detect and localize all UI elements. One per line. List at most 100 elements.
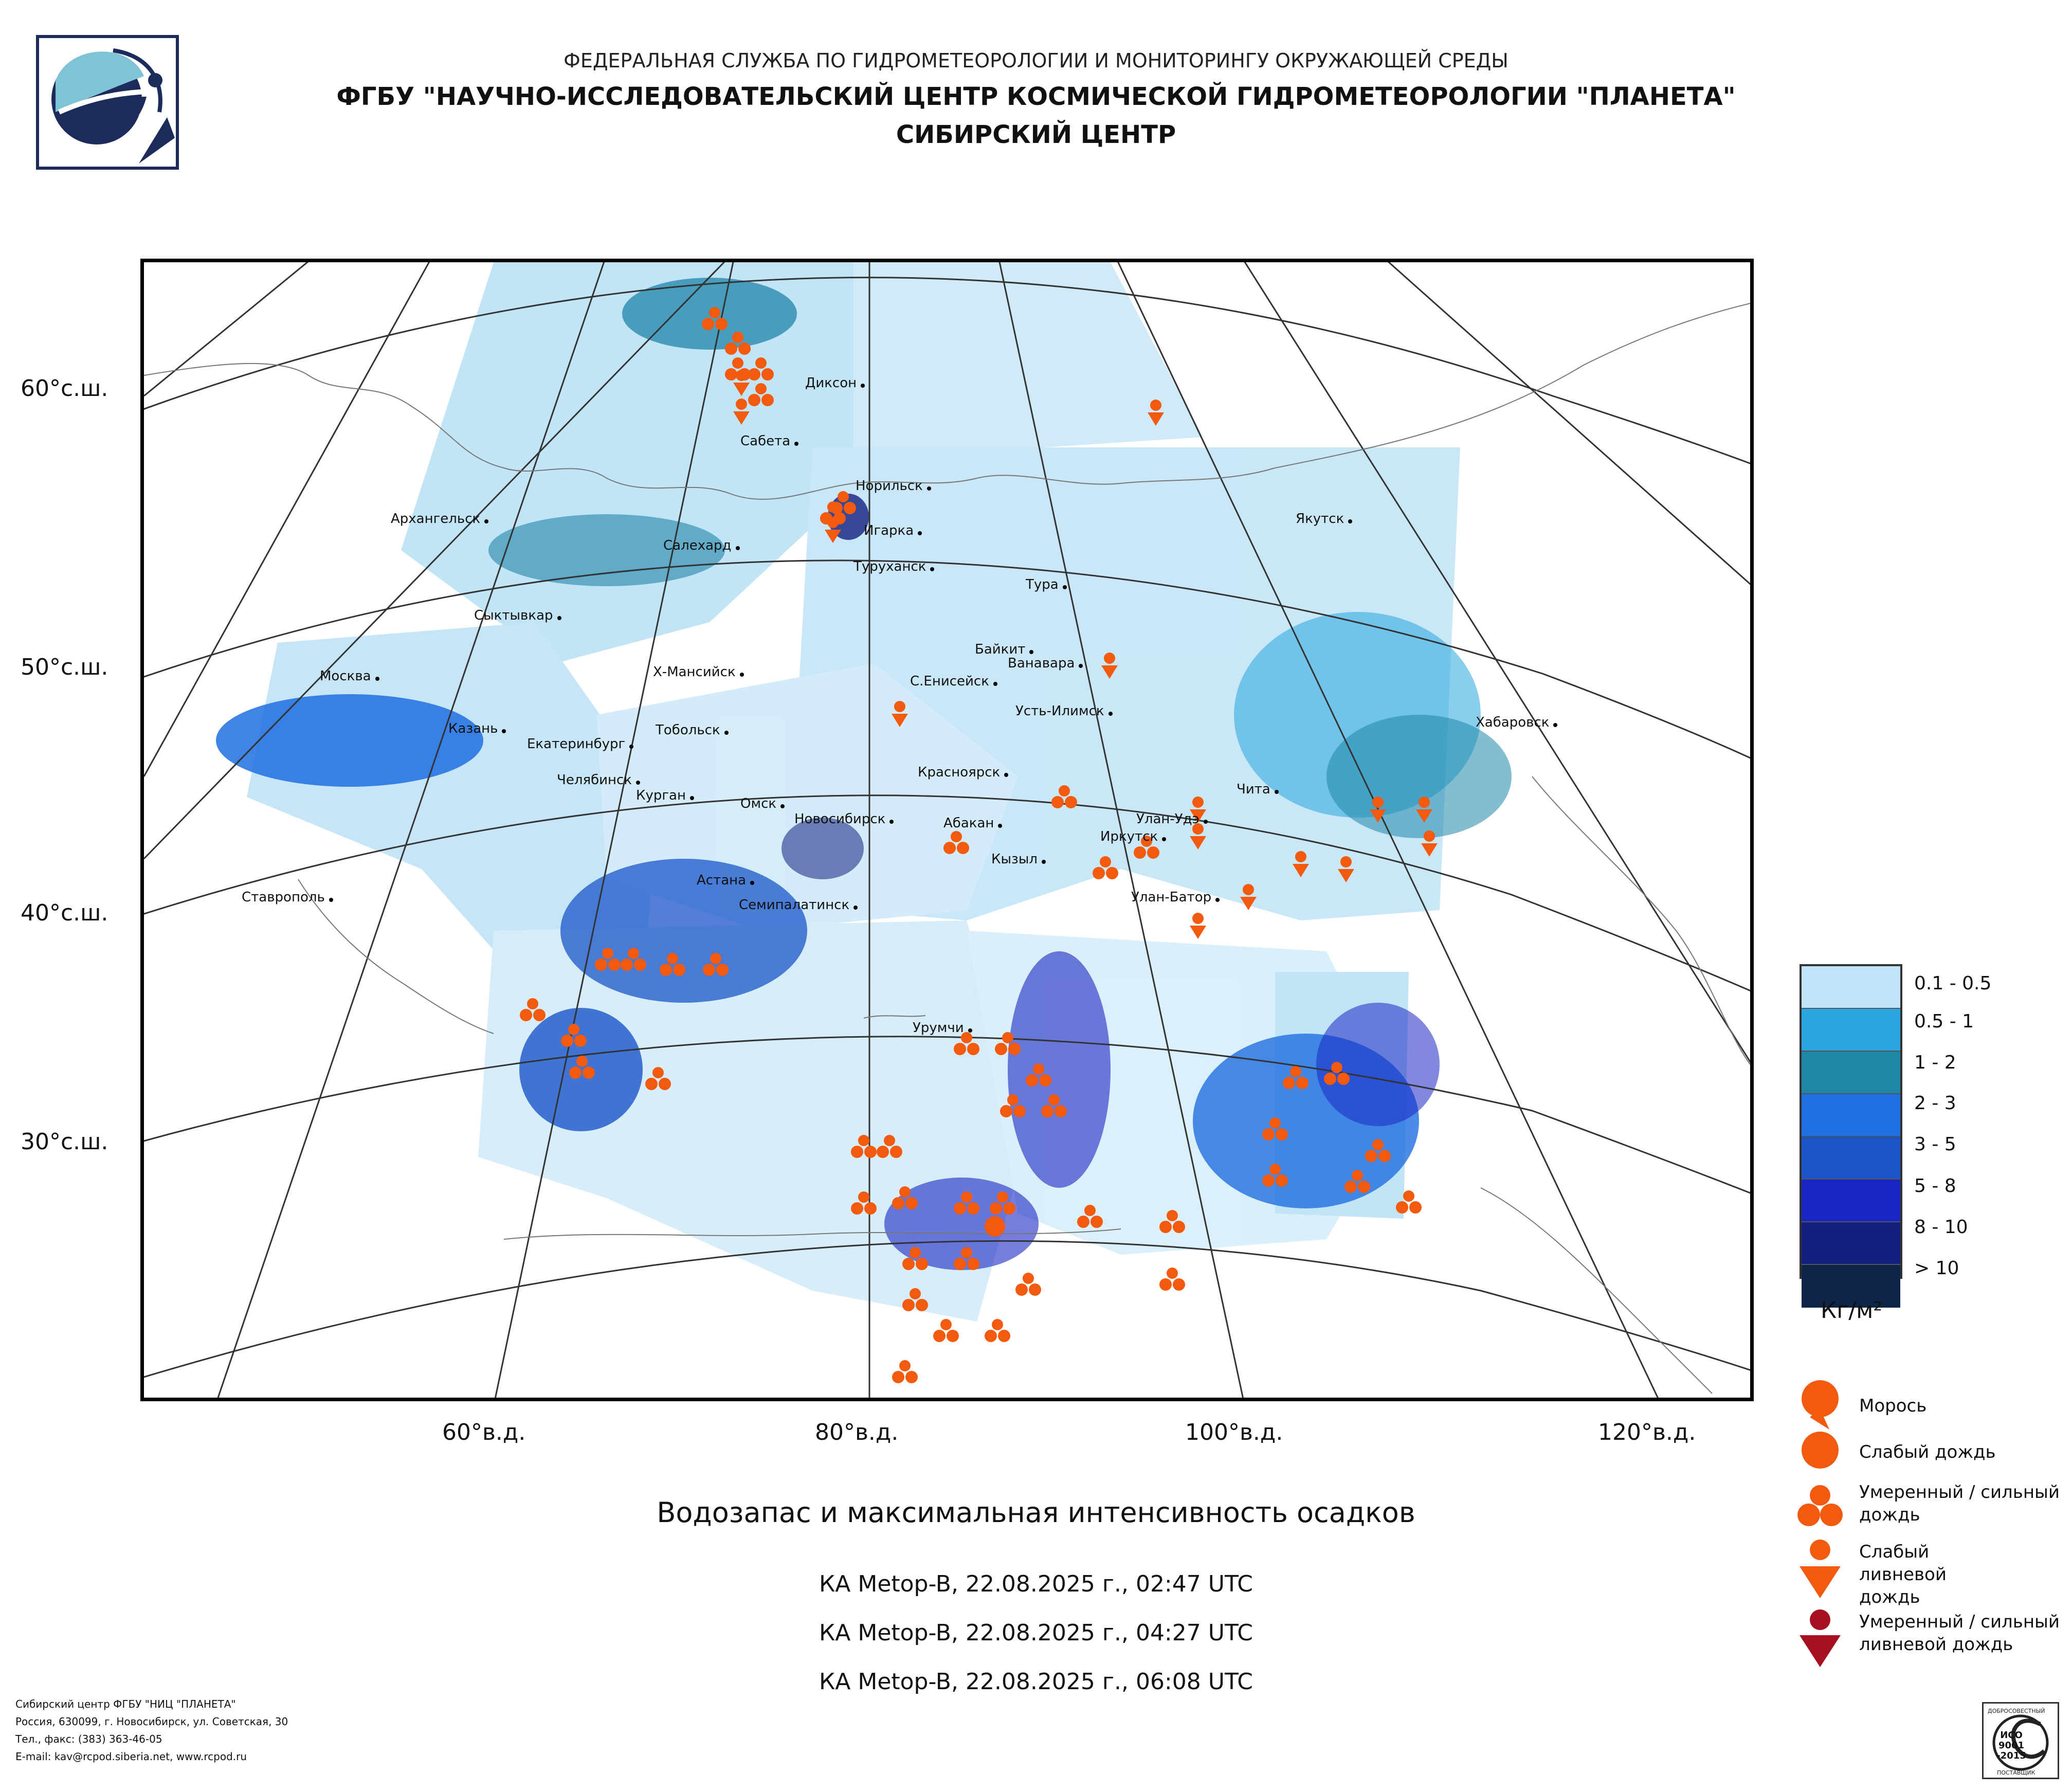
map-graphics [144,262,1750,1398]
moderate-rain-symbol [990,1191,1015,1215]
city-label: Усть-Илимск [1015,703,1113,719]
legend-swatch [1802,1009,1900,1052]
city-label: Улан-Батор [1131,890,1220,905]
moderate-rain-symbol [748,383,774,406]
moderate-rain-symbol [830,491,856,514]
light-shower-symbol [1190,913,1206,939]
precip-legend-label: Умеренный / сильный дождь [1859,1482,2060,1525]
moderate-rain-symbol [1283,1066,1308,1089]
legend-swatch [1802,1222,1900,1265]
precip-legend-label: Морось [1859,1396,1927,1416]
precip-legend-label: Умеренный / сильный ливневой дождь [1859,1612,2060,1655]
legend-label: 2 - 3 [1914,1093,1956,1114]
legend-label: 0.5 - 1 [1914,1011,1974,1032]
legend-label: 8 - 10 [1914,1217,1968,1238]
light-rain-symbol [985,1216,1005,1237]
city-label: Казань [448,721,507,736]
light-shower-symbol [1338,856,1354,882]
city-label: Сабета [740,433,799,449]
light-shower-symbol [1421,830,1438,857]
city-label: Игарка [864,523,922,538]
city-label: Красноярск [918,765,1009,780]
moderate-rain-symbol [1344,1170,1370,1193]
light-rain-icon [1802,1432,1839,1469]
lat-label-50: 50°с.ш. [21,654,108,680]
lon-label-120: 120°в.д. [1598,1419,1696,1445]
planeta-logo [36,35,179,170]
moderate-rain-symbol [1026,1063,1051,1087]
city-label: Екатеринбург [527,736,634,752]
city-label: Омск [740,796,785,811]
precip-type-legend [1789,1378,1851,1671]
satellite-pass: КА Metop-B, 22.08.2025 г., 02:47 UTC [819,1571,1253,1597]
city-label: Улан-Удэ [1136,811,1208,827]
city-label: Челябинск [557,772,641,788]
city-label: Якутск [1296,511,1353,527]
moderate-rain-symbol [892,1186,918,1209]
moderate-rain-symbol [877,1135,902,1158]
moderate-rain-symbol [943,831,969,854]
legend-label: > 10 [1914,1258,1959,1279]
city-label: Байкит [975,642,1034,657]
iso-badge-text: ИСО 9001 -2015 [1996,1730,2026,1761]
legend-swatch [1802,1265,1900,1308]
moderate-rain-symbol [1134,836,1159,859]
svg-text:ДОБРОСОВЕСТНЫЙ: ДОБРОСОВЕСТНЫЙ [1988,1708,2045,1714]
moderate-rain-symbol [892,1360,918,1383]
city-label: Ванавара [1008,656,1083,671]
moderate-rain-symbol [954,1247,979,1270]
coastlines [144,303,1750,1394]
city-label: Сыктывкар [474,608,561,623]
city-label: Архангельск [391,511,489,527]
legend-label: 0.1 - 0.5 [1914,973,1992,994]
satellite-pass: КА Metop-B, 22.08.2025 г., 04:27 UTC [819,1620,1253,1646]
moderate-rain-symbol [954,1032,979,1055]
moderate-rain-symbol [621,948,646,971]
city-label: Москва [320,668,379,684]
moderate-rain-symbol [1041,1094,1067,1117]
legend-label: 3 - 5 [1914,1134,1956,1155]
moderate-rain-symbol [1262,1117,1288,1141]
light-shower-symbol [1190,797,1206,823]
precipitation-symbols [520,307,1438,1383]
moderate-rain-symbol [1159,1268,1185,1291]
moderate-rain-symbol [1077,1205,1103,1228]
city-label: Семипалатинск [739,897,858,913]
moderate-rain-symbol [933,1319,959,1342]
footer-line: E-mail: kav@rcpod.siberia.net, www.rcpod… [15,1750,247,1763]
light-shower-symbol [1240,884,1257,910]
header-line-1: ФЕДЕРАЛЬНАЯ СЛУЖБА ПО ГИДРОМЕТЕОРОЛОГИИ … [564,49,1508,72]
iso-certification-badge: ДОБРОСОВЕСТНЫЙ ПОСТАВЩИК ИСО 9001 -2015 [1982,1702,2059,1779]
moderate-rain-symbol [561,1024,587,1047]
city-label: Астана [697,873,755,888]
city-label: Салехард [663,538,739,553]
city-label: Абакан [943,816,1003,831]
water-content-cells [216,278,1512,1270]
city-label: Кызыл [991,852,1046,867]
header-line-3: СИБИРСКИЙ ЦЕНТР [896,120,1176,149]
moderate-rain-symbol [1015,1273,1041,1296]
lon-label-80: 80°в.д. [815,1419,899,1445]
light-shower-symbol [1293,851,1309,877]
water-content-legend [1800,964,1902,1308]
precip-legend-label: Слабый дождь [1859,1442,1996,1462]
lat-label-30: 30°с.ш. [21,1129,108,1155]
light-shower-symbol [1416,797,1432,823]
footer-line: Россия, 630099, г. Новосибирск, ул. Сове… [15,1715,288,1728]
lon-label-100: 100°в.д. [1185,1419,1283,1445]
moderate-rain-symbol [985,1319,1010,1342]
lat-label-40: 40°с.ш. [21,900,108,926]
legend-unit: Кг/м² [1821,1297,1883,1324]
lon-label-60: 60°в.д. [442,1419,526,1445]
city-label: Новосибирск [794,811,894,827]
legend-swatch [1802,1180,1900,1222]
lat-label-60: 60°с.ш. [21,375,108,402]
light-shower-symbol [892,701,908,727]
moderate-rain-symbol [851,1191,877,1215]
city-label: Тура [1026,577,1067,592]
city-label: Чита [1237,782,1279,797]
moderate-rain-symbol [902,1288,928,1311]
svg-text:ПОСТАВЩИК: ПОСТАВЩИК [1997,1769,2035,1776]
moderate-rain-symbol [1000,1094,1026,1117]
moderate-rain-symbol [1051,785,1077,808]
